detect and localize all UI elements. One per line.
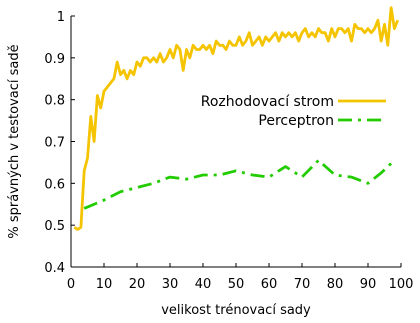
y-axis-label: % správných v testovací sadě	[7, 44, 22, 238]
x-tick-label: 70	[294, 277, 311, 292]
x-tick-label: 60	[261, 277, 278, 292]
series-layer	[73, 6, 400, 231]
plot-area	[70, 16, 401, 268]
y-tick-label: 0.8	[44, 94, 65, 109]
legend: Rozhodovací strom Perceptron	[201, 94, 386, 129]
legend-label-decision-tree: Rozhodovací strom	[201, 94, 334, 110]
ticks-layer: 0 10 20 30 40 50 60 70 80 90 100 0.4 0.5 0.6 0.7 0.8 0.9…	[44, 10, 413, 292]
y-tick-label: 0.9	[44, 52, 65, 67]
x-tick-label: 30	[162, 277, 179, 292]
y-tick-label: 1	[57, 10, 65, 25]
x-tick-label: 80	[327, 277, 344, 292]
y-tick-label: 0.6	[44, 177, 65, 192]
x-tick-label: 50	[228, 277, 245, 292]
series-line-perceptron	[83, 158, 396, 210]
x-tick-label: 40	[195, 277, 212, 292]
y-tick-label: 0.5	[44, 219, 65, 234]
x-tick-label: 90	[360, 277, 377, 292]
legend-label-perceptron: Perceptron	[258, 113, 334, 129]
x-tick-label: 100	[389, 277, 414, 292]
y-tick-label: 0.7	[44, 136, 65, 151]
y-tick-label: 0.4	[44, 261, 65, 276]
x-axis-label: velikost trénovací sady	[161, 303, 311, 318]
x-tick-label: 20	[129, 277, 146, 292]
x-tick-label: 10	[96, 277, 113, 292]
x-tick-label: 0	[67, 277, 75, 292]
series-line-decision-tree	[73, 6, 400, 231]
